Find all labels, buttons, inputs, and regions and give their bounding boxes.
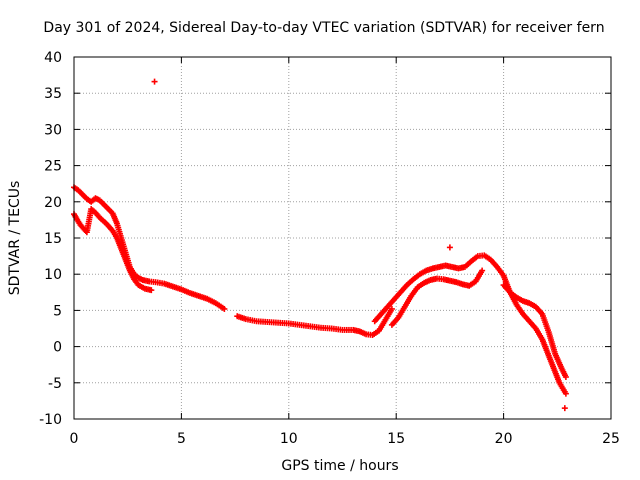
data-point <box>562 390 569 397</box>
data-point <box>148 287 155 294</box>
x-tick-label: 5 <box>177 431 186 447</box>
data-point <box>479 267 486 274</box>
data-points <box>71 78 569 412</box>
y-axis-label: SDTVAR / TECUs <box>7 181 23 296</box>
y-tick-label: 20 <box>44 195 62 211</box>
x-axis-label: GPS time / hours <box>281 458 398 474</box>
plot-frame <box>73 56 612 420</box>
y-tick-label: 15 <box>44 231 62 247</box>
y-tick-label: -5 <box>48 376 62 392</box>
y-tick-label: 5 <box>53 303 62 319</box>
y-tick-label: -10 <box>39 412 62 428</box>
x-tick-label: 25 <box>602 431 620 447</box>
chart-title: Day 301 of 2024, Sidereal Day-to-day VTE… <box>43 20 604 36</box>
y-tick-label: 25 <box>44 159 62 175</box>
y-tick-label: 35 <box>44 86 62 102</box>
y-tick-label: 0 <box>53 340 62 356</box>
y-tick-label: 40 <box>44 50 62 66</box>
data-point <box>151 78 158 85</box>
x-tick-label: 10 <box>280 431 298 447</box>
data-point <box>561 405 568 412</box>
data-point <box>446 244 453 251</box>
grid-lines <box>74 57 611 419</box>
x-tick-label: 15 <box>387 431 405 447</box>
y-tick-label: 30 <box>44 122 62 138</box>
data-point <box>221 305 228 312</box>
x-tick-label: 0 <box>70 431 79 447</box>
x-tick-label: 20 <box>495 431 513 447</box>
data-point <box>388 305 395 312</box>
y-tick-label: 10 <box>44 267 62 283</box>
data-point <box>562 374 569 381</box>
